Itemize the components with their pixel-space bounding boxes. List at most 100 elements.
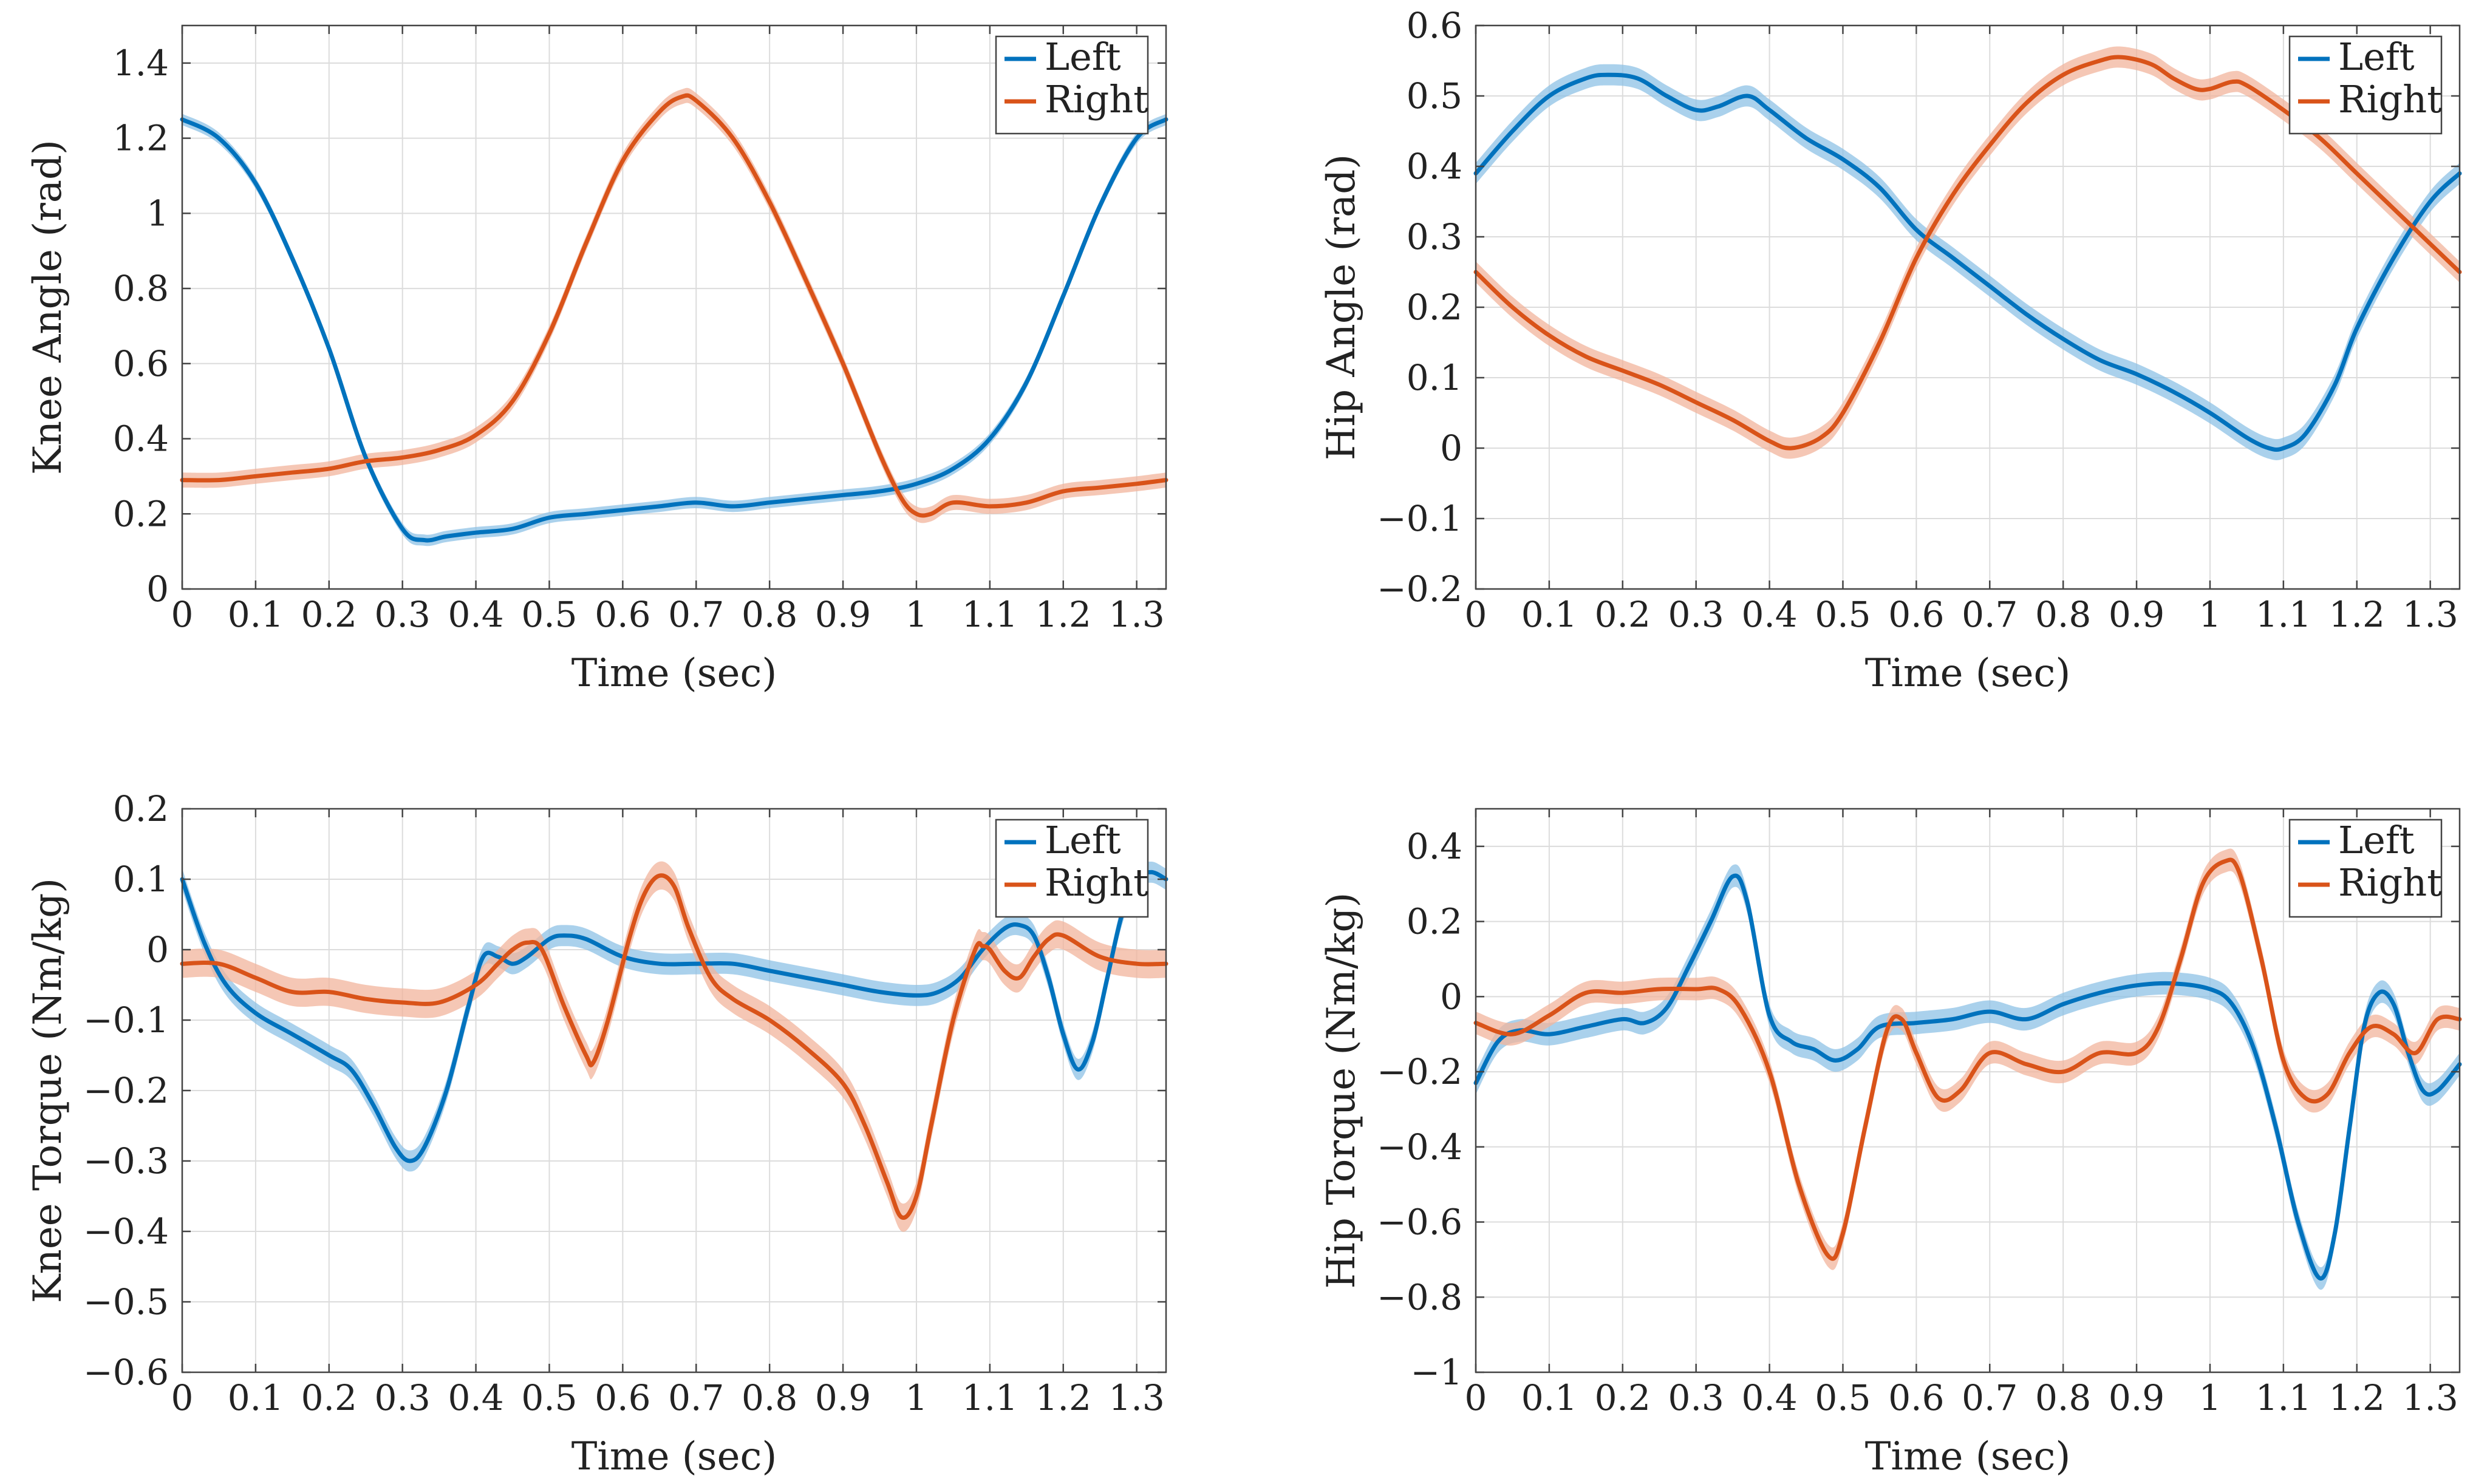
knee-angle-x-axis-label: Time (sec) [571,651,777,696]
knee-angle-y-tick-label: 0.8 [113,268,169,309]
hip-angle-left-line [1473,72,2462,452]
hip-torque-lines [1473,857,2462,1281]
knee-torque-y-tick-label: −0.6 [83,1352,169,1393]
hip-angle-x-tick-label: 1.3 [2403,594,2458,635]
hip-torque-x-tick-label: 0.3 [1668,1377,1724,1418]
knee-angle-left-band [182,114,1166,546]
hip-torque-x-tick-label: 0 [1465,1377,1487,1418]
hip-torque-x-tick-label: 1.3 [2403,1377,2458,1418]
hip-torque-x-tick-label: 0.5 [1815,1377,1871,1418]
knee-torque-legend: Left Right [995,818,1149,918]
hip-torque-chart: 0 0.1 0.2 0.3 0.4 0.5 0.6 0.7 0.8 0.9 1 1.1 1.2 1.3 −… [1319,808,2462,1479]
hip-torque-x-tick-label: 1 [2199,1377,2222,1418]
hip-angle-y-tick-label: 0.1 [1407,357,1462,398]
hip-angle-legend-box [2288,35,2443,135]
knee-torque-y-axis-label: Knee Torque (Nm/kg) [26,878,70,1303]
knee-torque-x-ticks: 0 0.1 0.2 0.3 0.4 0.5 0.6 0.7 0.8 0.9 1 1.1 1.2 1.3 [171,809,1165,1418]
knee-angle-x-tick-label: 0 [171,594,194,635]
knee-torque-right-line [180,873,1168,1220]
knee-torque-x-tick-label: 0.1 [228,1377,284,1418]
hip-torque-legend-box [2288,819,2443,918]
knee-angle-y-tick-label: 0.6 [113,343,169,384]
knee-torque-y-tick-label: −0.4 [83,1211,169,1252]
hip-angle-y-tick-label: 0 [1440,427,1462,469]
hip-torque-legend-left-label: Left [2338,818,2415,862]
hip-angle-x-tick-label: 0.9 [2109,594,2164,635]
hip-angle-bands [1476,46,2460,460]
hip-torque-y-tick-label: −0.4 [1377,1126,1462,1168]
hip-angle-y-tick-label: 0.6 [1407,5,1462,46]
knee-angle-x-tick-label: 1.1 [962,594,1018,635]
hip-angle-y-tick-label: −0.1 [1377,498,1462,539]
knee-angle-legend: Left Right [995,35,1149,135]
hip-torque-y-tick-label: −0.8 [1377,1276,1462,1318]
hip-torque-y-tick-label: 0.4 [1407,826,1462,867]
knee-angle-x-tick-label: 0.6 [595,594,650,635]
hip-angle-x-tick-label: 0.6 [1888,594,1944,635]
knee-angle-y-axis-label: Knee Angle (rad) [26,140,70,475]
knee-torque-y-tick-label: −0.5 [83,1281,169,1322]
hip-torque-x-axis-label: Time (sec) [1865,1434,2071,1479]
hip-angle-y-tick-label: 0.2 [1407,287,1462,328]
hip-torque-left-line [1473,873,2462,1281]
hip-torque-x-tick-label: 0.1 [1521,1377,1577,1418]
hip-torque-legend-right-label: Right [2338,860,2442,905]
hip-angle-x-tick-label: 0.5 [1815,594,1871,635]
hip-angle-left-band [1476,64,2460,460]
hip-torque-x-tick-label: 0.9 [2109,1377,2164,1418]
knee-angle-left-line [180,117,1168,543]
knee-torque-x-tick-label: 1 [906,1377,928,1418]
knee-torque-lines [180,870,1168,1220]
knee-torque-x-tick-label: 1.1 [962,1377,1018,1418]
hip-angle-y-tick-label: 0.5 [1407,75,1462,117]
knee-torque-x-tick-label: 0.3 [375,1377,431,1418]
knee-torque-x-tick-label: 0.5 [521,1377,577,1418]
knee-torque-x-tick-label: 0.8 [742,1377,797,1418]
knee-torque-y-tick-label: 0.1 [113,859,169,900]
knee-torque-x-tick-label: 0.9 [815,1377,871,1418]
knee-angle-x-tick-label: 0.1 [228,594,284,635]
knee-torque-x-tick-label: 0 [171,1377,194,1418]
hip-torque-y-tick-label: 0 [1440,976,1462,1017]
hip-angle-x-tick-label: 0.4 [1741,594,1797,635]
hip-torque-right-line [1473,857,2462,1261]
knee-torque-legend-box [995,819,1149,918]
knee-torque-x-tick-label: 0.2 [301,1377,357,1418]
hip-torque-y-tick-label: −1 [1411,1352,1463,1393]
knee-angle-right-line [180,93,1168,518]
hip-angle-x-tick-label: 0 [1465,594,1487,635]
knee-angle-x-tick-label: 0.9 [815,594,871,635]
knee-torque-y-tick-label: −0.3 [83,1140,169,1182]
knee-angle-x-tick-label: 1 [906,594,928,635]
knee-torque-y-tick-label: 0 [146,929,169,970]
hip-torque-x-tick-label: 0.7 [1962,1377,2018,1418]
knee-angle-bands [182,87,1166,546]
knee-angle-legend-left-label: Left [1045,35,1121,79]
hip-angle-x-tick-label: 1.1 [2256,594,2311,635]
knee-torque-x-tick-label: 1.2 [1035,1377,1091,1418]
hip-torque-x-tick-label: 0.6 [1888,1377,1944,1418]
knee-angle-y-tick-label: 0.2 [113,493,169,534]
knee-torque-x-axis-label: Time (sec) [571,1434,777,1479]
knee-angle-x-tick-label: 0.5 [521,594,577,635]
hip-torque-y-tick-label: 0.2 [1407,901,1462,942]
knee-torque-y-tick-label: 0.2 [113,788,169,829]
hip-torque-y-tick-label: −0.6 [1377,1202,1462,1243]
hip-angle-y-tick-label: −0.2 [1377,568,1462,610]
hip-torque-x-tick-label: 0.8 [2035,1377,2091,1418]
knee-torque-x-tick-label: 0.4 [448,1377,503,1418]
knee-angle-x-tick-label: 0.2 [301,594,357,635]
hip-angle-x-tick-label: 0.7 [1962,594,2018,635]
knee-torque-legend-left-label: Left [1045,818,1121,862]
hip-torque-x-tick-label: 1.2 [2329,1377,2385,1418]
knee-torque-y-ticks: −0.6 −0.5 −0.4 −0.3 −0.2 −0.1 0 0.1 0.2 [83,788,1166,1393]
hip-angle-x-tick-label: 0.8 [2035,594,2091,635]
knee-torque-x-tick-label: 0.6 [595,1377,650,1418]
knee-angle-x-tick-label: 1.3 [1109,594,1165,635]
knee-torque-y-tick-label: −0.1 [83,999,169,1041]
knee-angle-x-tick-label: 1.2 [1035,594,1091,635]
hip-angle-y-tick-label: 0.3 [1407,216,1462,257]
hip-angle-x-tick-label: 1.2 [2329,594,2385,635]
knee-angle-legend-right-label: Right [1045,77,1148,121]
